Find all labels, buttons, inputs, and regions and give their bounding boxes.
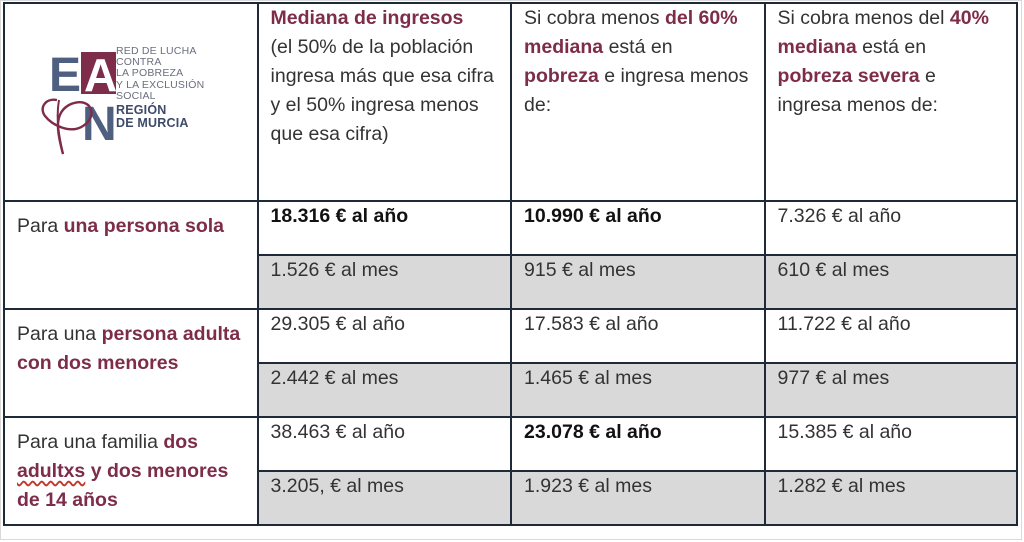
table-row: 3.205, € al mes 1.923 € al mes 1.282 € a…: [4, 470, 1019, 526]
table-header-row: E A N P RED DE LUCHA CONTRA LA POBREZA Y…: [3, 2, 1019, 202]
header-60-text: e ingresa menos de:: [524, 65, 749, 116]
table-row: Para una familia dos adultxs y dos menor…: [3, 416, 1019, 526]
logo-org-line: RED DE LUCHA: [116, 45, 197, 57]
logo-region-line: REGIÓN: [116, 103, 167, 118]
header-40-text: e ingresa menos de:: [777, 65, 938, 116]
cell-monthly-40: 610 € al mes: [763, 254, 1019, 310]
logo-a-block: [81, 52, 116, 94]
header-40-text: está en: [856, 36, 927, 58]
cell-annual-40: 11.722 € al año: [763, 308, 1019, 364]
table-row: Para una persona sola 18.316 € al año 10…: [3, 200, 1019, 310]
cell-annual-60: 10.990 € al año: [510, 200, 766, 256]
logo-org-line: SOCIAL: [116, 89, 156, 102]
table-row: 1.526 € al mes 915 € al mes 610 € al mes: [4, 254, 1019, 310]
cell-monthly-median: 2.442 € al mes: [256, 362, 513, 418]
logo-letter-e: E: [49, 49, 81, 102]
header-median: Mediana de ingresos (el 50% de la poblac…: [256, 2, 513, 202]
cell-monthly-60: 1.465 € al mes: [510, 362, 766, 418]
header-median-title: Mediana de ingresos: [270, 7, 464, 29]
cell-annual-60: 17.583 € al año: [510, 308, 766, 364]
logo-cell: E A N P RED DE LUCHA CONTRA LA POBREZA Y…: [3, 2, 259, 202]
spellcheck-underlined-word: adultxs: [17, 460, 86, 482]
cell-annual-40: 15.385 € al año: [763, 416, 1019, 472]
header-60-accent: pobreza: [524, 65, 599, 87]
cell-annual-60: 23.078 € al año: [510, 416, 766, 472]
cell-annual-median: 38.463 € al año: [256, 416, 513, 472]
cell-annual-median: 18.316 € al año: [256, 200, 513, 256]
header-40-accent: pobreza severa: [777, 65, 920, 87]
logo-region-line: DE MURCIA: [116, 116, 189, 131]
cell-monthly-60: 915 € al mes: [510, 254, 766, 310]
cell-annual-median: 29.305 € al año: [256, 308, 513, 364]
eapn-logo-mark: E A N P: [41, 49, 117, 155]
logo-org-text: RED DE LUCHA CONTRA LA POBREZA Y LA EXCL…: [116, 45, 205, 130]
cell-annual-40: 7.326 € al año: [763, 200, 1019, 256]
row-label-family: Para una familia dos adultxs y dos menor…: [3, 416, 259, 526]
header-40-accent: 40% mediana: [777, 7, 989, 58]
logo-org-line: LA POBREZA: [116, 67, 184, 80]
header-60-percent: Si cobra menos del 60% mediana está en p…: [510, 2, 766, 202]
cell-monthly-median: 1.526 € al mes: [256, 254, 513, 310]
logo-letter-n: N: [82, 98, 117, 151]
header-60-text: está en: [603, 36, 673, 58]
logo-letter-a: A: [84, 49, 117, 101]
table-row: Para una persona adulta con dos menores …: [3, 308, 1019, 418]
eapn-logo: E A N P RED DE LUCHA CONTRA LA POBREZA Y…: [5, 4, 234, 200]
header-40-percent: Si cobra menos del 40% mediana está en p…: [763, 2, 1019, 202]
header-60-text: Si cobra menos: [524, 7, 665, 29]
header-40-text: Si cobra menos del: [777, 7, 950, 29]
logo-letter-p-stroke: [41, 98, 93, 155]
table-row: 2.442 € al mes 1.465 € al mes 977 € al m…: [4, 362, 1019, 418]
poverty-threshold-table: E A N P RED DE LUCHA CONTRA LA POBREZA Y…: [3, 2, 1019, 526]
header-60-accent: del 60% mediana: [524, 7, 738, 58]
row-label-adult-two-minors: Para una persona adulta con dos menores: [3, 308, 259, 418]
cell-monthly-median: 3.205, € al mes: [256, 470, 513, 526]
logo-org-line: Y LA EXCLUSIÓN: [116, 78, 205, 91]
logo-region: REGIÓN DE MURCIA: [116, 104, 204, 130]
cell-monthly-60: 1.923 € al mes: [510, 470, 766, 526]
row-label-single: Para una persona sola: [3, 200, 259, 310]
cell-monthly-40: 977 € al mes: [763, 362, 1019, 418]
cell-monthly-40: 1.282 € al mes: [763, 470, 1019, 526]
header-median-body: (el 50% de la población ingresa más que …: [270, 36, 494, 145]
logo-letter-p-stem: [56, 99, 64, 155]
logo-org-line: CONTRA: [116, 56, 162, 69]
